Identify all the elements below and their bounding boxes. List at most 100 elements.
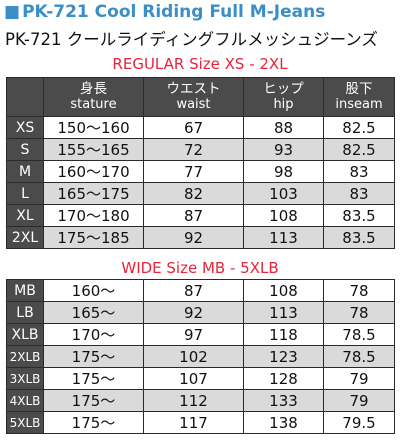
table-row: XL 170〜180 87 108 83.5 xyxy=(6,204,395,227)
size-label: 2XLB xyxy=(6,345,44,368)
inseam-cell: 78 xyxy=(323,301,395,324)
waist-cell: 72 xyxy=(143,138,244,161)
col-header-hip: ヒップ hip xyxy=(243,77,324,117)
hip-cell: 103 xyxy=(243,182,324,205)
hip-cell: 98 xyxy=(243,160,324,183)
inseam-cell: 79 xyxy=(323,367,395,390)
inseam-cell: 83.5 xyxy=(323,226,395,249)
waist-cell: 117 xyxy=(143,411,244,434)
hip-cell: 108 xyxy=(243,204,324,227)
size-label: 5XLB xyxy=(6,411,44,434)
col-header-inseam: 股下 inseam xyxy=(323,77,395,117)
stature-cell: 175〜185 xyxy=(43,226,144,249)
waist-cell: 77 xyxy=(143,160,244,183)
size-label: M xyxy=(6,160,44,183)
table-row: 4XLB 175〜 112 133 79 xyxy=(6,389,395,412)
hip-cell: 133 xyxy=(243,389,324,412)
stature-cell: 175〜 xyxy=(43,345,144,368)
waist-cell: 87 xyxy=(143,279,244,302)
col-header-waist: ウエスト waist xyxy=(143,77,244,117)
stature-cell: 175〜 xyxy=(43,389,144,412)
stature-cell: 160〜 xyxy=(43,279,144,302)
table-row: MB 160〜 87 108 78 xyxy=(6,279,395,302)
inseam-cell: 78.5 xyxy=(323,345,395,368)
inseam-cell: 83 xyxy=(323,160,395,183)
hip-cell: 113 xyxy=(243,226,324,249)
hip-cell: 93 xyxy=(243,138,324,161)
waist-cell: 112 xyxy=(143,389,244,412)
size-label: 4XLB xyxy=(6,389,44,412)
title-square-icon: ■ xyxy=(4,2,21,22)
size-label: S xyxy=(6,138,44,161)
inseam-cell: 79 xyxy=(323,389,395,412)
col-jp: ヒップ xyxy=(263,81,304,97)
hip-cell: 108 xyxy=(243,279,324,302)
col-en: stature xyxy=(70,97,117,112)
stature-cell: 165〜175 xyxy=(43,182,144,205)
wide-size-table: MB 160〜 87 108 78 LB 165〜 92 113 78 XLB … xyxy=(6,279,395,434)
title-en-text: PK-721 Cool Riding Full M-Jeans xyxy=(22,2,326,22)
waist-cell: 67 xyxy=(143,116,244,139)
size-label: 3XLB xyxy=(6,367,44,390)
hip-cell: 118 xyxy=(243,323,324,346)
waist-cell: 92 xyxy=(143,301,244,324)
stature-cell: 165〜 xyxy=(43,301,144,324)
size-label: XL xyxy=(6,204,44,227)
col-jp: 身長 xyxy=(80,81,107,97)
header-corner xyxy=(6,77,44,117)
col-header-stature: 身長 stature xyxy=(43,77,144,117)
size-label: XS xyxy=(6,116,44,139)
hip-cell: 123 xyxy=(243,345,324,368)
table-row: 3XLB 175〜 107 128 79 xyxy=(6,367,395,390)
size-label: XLB xyxy=(6,323,44,346)
table-row: 5XLB 175〜 117 138 79.5 xyxy=(6,411,395,434)
size-label: LB xyxy=(6,301,44,324)
stature-cell: 170〜 xyxy=(43,323,144,346)
stature-cell: 170〜180 xyxy=(43,204,144,227)
waist-cell: 82 xyxy=(143,182,244,205)
inseam-cell: 83.5 xyxy=(323,204,395,227)
waist-cell: 107 xyxy=(143,367,244,390)
table-row: M 160〜170 77 98 83 xyxy=(6,160,395,183)
product-title-en: ■ PK-721 Cool Riding Full M-Jeans xyxy=(4,2,325,22)
stature-cell: 175〜 xyxy=(43,411,144,434)
inseam-cell: 79.5 xyxy=(323,411,395,434)
hip-cell: 138 xyxy=(243,411,324,434)
table-row: LB 165〜 92 113 78 xyxy=(6,301,395,324)
stature-cell: 160〜170 xyxy=(43,160,144,183)
product-title-jp: PK-721 クールライディングフルメッシュジーンズ xyxy=(5,30,378,49)
table-row: S 155〜165 72 93 82.5 xyxy=(6,138,395,161)
col-jp: ウエスト xyxy=(166,81,221,97)
size-label: MB xyxy=(6,279,44,302)
table-row: 2XL 175〜185 92 113 83.5 xyxy=(6,226,395,249)
col-en: waist xyxy=(176,97,211,112)
col-en: inseam xyxy=(335,97,383,112)
regular-size-heading: REGULAR Size XS - 2XL xyxy=(112,55,288,73)
stature-cell: 155〜165 xyxy=(43,138,144,161)
size-label: 2XL xyxy=(6,226,44,249)
waist-cell: 102 xyxy=(143,345,244,368)
wide-size-heading: WIDE Size MB - 5XLB xyxy=(121,259,279,277)
waist-cell: 92 xyxy=(143,226,244,249)
waist-cell: 87 xyxy=(143,204,244,227)
table-row: XS 150〜160 67 88 82.5 xyxy=(6,116,395,139)
waist-cell: 97 xyxy=(143,323,244,346)
stature-cell: 175〜 xyxy=(43,367,144,390)
col-en: hip xyxy=(273,97,294,112)
hip-cell: 88 xyxy=(243,116,324,139)
inseam-cell: 82.5 xyxy=(323,138,395,161)
table-row: XLB 170〜 97 118 78.5 xyxy=(6,323,395,346)
table-row: 2XLB 175〜 102 123 78.5 xyxy=(6,345,395,368)
size-label: L xyxy=(6,182,44,205)
inseam-cell: 82.5 xyxy=(323,116,395,139)
hip-cell: 128 xyxy=(243,367,324,390)
col-jp: 股下 xyxy=(345,81,373,97)
inseam-cell: 83 xyxy=(323,182,395,205)
table-row: L 165〜175 82 103 83 xyxy=(6,182,395,205)
hip-cell: 113 xyxy=(243,301,324,324)
regular-size-table: 身長 stature ウエスト waist ヒップ hip 股下 inseam XS 1… xyxy=(6,77,395,249)
table-header-row: 身長 stature ウエスト waist ヒップ hip 股下 inseam xyxy=(6,77,395,117)
stature-cell: 150〜160 xyxy=(43,116,144,139)
inseam-cell: 78 xyxy=(323,279,395,302)
inseam-cell: 78.5 xyxy=(323,323,395,346)
